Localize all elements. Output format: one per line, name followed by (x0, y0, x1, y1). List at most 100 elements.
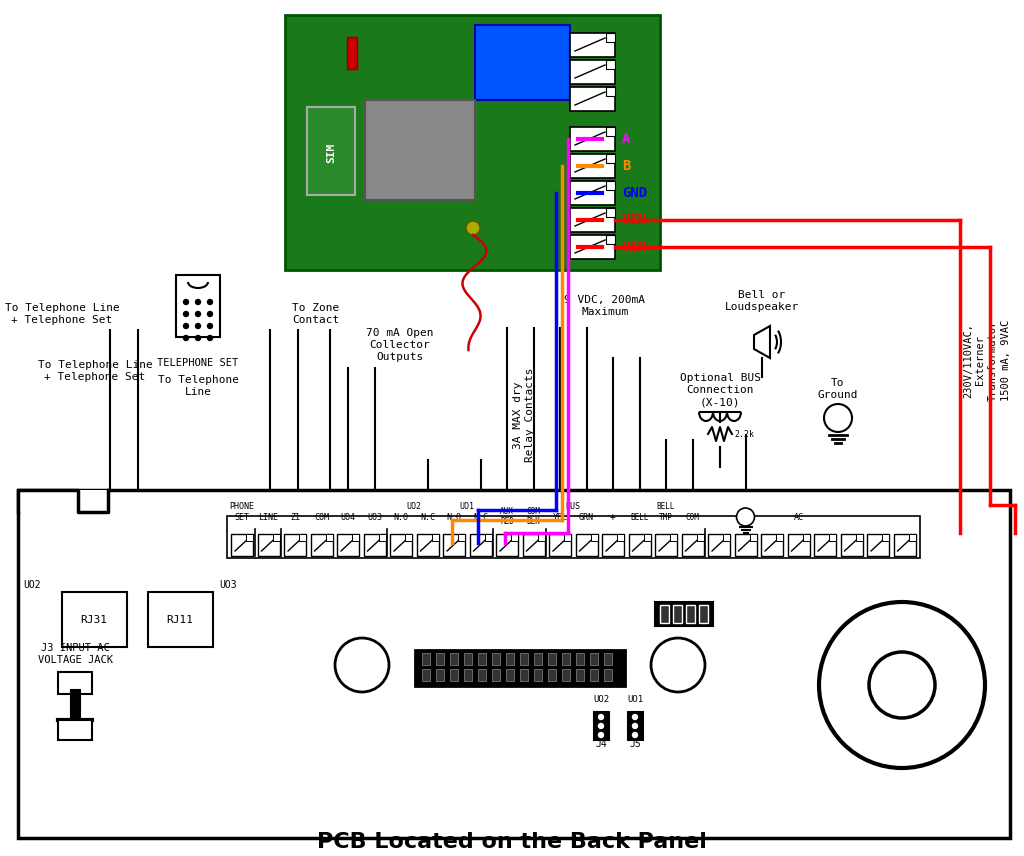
Circle shape (633, 733, 638, 738)
Circle shape (598, 715, 603, 720)
Bar (492, 653, 500, 665)
Bar (606, 33, 615, 42)
Text: UO3: UO3 (219, 580, 237, 590)
Bar (379, 534, 385, 541)
Bar (699, 605, 708, 623)
Circle shape (208, 324, 213, 329)
Bar (562, 653, 570, 665)
Text: J5: J5 (629, 739, 641, 749)
Bar (606, 181, 615, 190)
Bar (575, 669, 584, 681)
Bar (629, 534, 650, 556)
Text: BELL: BELL (656, 502, 675, 510)
Bar (655, 602, 713, 626)
Bar (257, 534, 280, 556)
Text: COM: COM (526, 508, 541, 516)
Bar (787, 534, 810, 556)
Bar (511, 534, 518, 541)
Circle shape (196, 300, 201, 305)
Bar (604, 653, 612, 665)
Circle shape (183, 300, 188, 305)
Bar (299, 534, 306, 541)
Bar (606, 87, 615, 96)
Circle shape (183, 312, 188, 317)
Polygon shape (754, 326, 770, 358)
Bar (352, 534, 359, 541)
Text: TMP: TMP (659, 513, 673, 521)
Circle shape (466, 221, 480, 235)
Bar (829, 534, 836, 541)
Bar (307, 107, 355, 195)
Bar (148, 592, 213, 647)
Bar (284, 534, 306, 556)
Text: Relay Contacts: Relay Contacts (525, 368, 535, 462)
Bar (436, 653, 444, 665)
Bar (882, 534, 889, 541)
Text: SIM: SIM (326, 143, 336, 163)
Bar (406, 534, 412, 541)
Bar (867, 534, 889, 556)
Bar (484, 534, 492, 541)
Bar (803, 534, 810, 541)
Text: VIN: VIN (622, 213, 647, 227)
Bar (285, 15, 660, 270)
Text: + Telephone Set: + Telephone Set (11, 315, 113, 325)
Bar (417, 534, 438, 556)
Text: RJ31: RJ31 (81, 615, 108, 625)
Bar (660, 605, 669, 623)
Text: + Telephone Set: + Telephone Set (44, 372, 145, 382)
Bar (450, 669, 458, 681)
Bar (734, 534, 757, 556)
Bar (628, 712, 643, 740)
Bar (606, 127, 615, 136)
Bar (894, 534, 915, 556)
Bar (604, 669, 612, 681)
Bar (62, 592, 127, 647)
Text: A: A (622, 132, 631, 146)
Bar (575, 653, 584, 665)
Text: +: + (610, 512, 616, 522)
Bar (549, 534, 571, 556)
Text: Ground: Ground (818, 390, 858, 400)
Bar (590, 669, 598, 681)
Text: J3 INPUT AC: J3 INPUT AC (41, 643, 110, 653)
Bar (776, 534, 783, 541)
Bar (246, 534, 253, 541)
Bar (841, 534, 862, 556)
Text: 2.2k: 2.2k (734, 430, 754, 438)
Text: AC: AC (794, 513, 804, 521)
Text: UO3: UO3 (367, 513, 382, 521)
Text: Optional BUS: Optional BUS (680, 373, 761, 383)
Text: Bell or: Bell or (738, 290, 785, 300)
Text: N.O: N.O (446, 513, 462, 521)
Bar (673, 605, 682, 623)
Text: RED: RED (500, 516, 514, 526)
Text: To: To (831, 378, 845, 388)
Text: BUS: BUS (565, 502, 581, 510)
Bar (478, 653, 486, 665)
Circle shape (869, 652, 935, 718)
Bar (58, 672, 92, 694)
Bar (431, 534, 438, 541)
Text: Loudspeaker: Loudspeaker (725, 302, 799, 312)
Bar (326, 534, 333, 541)
Bar (570, 208, 615, 232)
Text: Outputs: Outputs (377, 352, 424, 362)
Circle shape (633, 715, 638, 720)
Bar (475, 25, 570, 100)
Bar (570, 33, 615, 57)
Bar (591, 534, 597, 541)
Bar (575, 534, 597, 556)
Bar (761, 534, 783, 556)
Circle shape (196, 324, 201, 329)
Text: To Telephone Line: To Telephone Line (38, 360, 153, 370)
Bar (606, 235, 615, 244)
Bar (570, 154, 615, 178)
Bar (594, 712, 609, 740)
Text: To Telephone Line: To Telephone Line (5, 303, 120, 313)
Circle shape (196, 312, 201, 317)
Text: VIN: VIN (622, 240, 647, 254)
Bar (534, 669, 542, 681)
Text: PHONE: PHONE (229, 502, 255, 510)
Text: 70 mA Open: 70 mA Open (367, 328, 434, 338)
